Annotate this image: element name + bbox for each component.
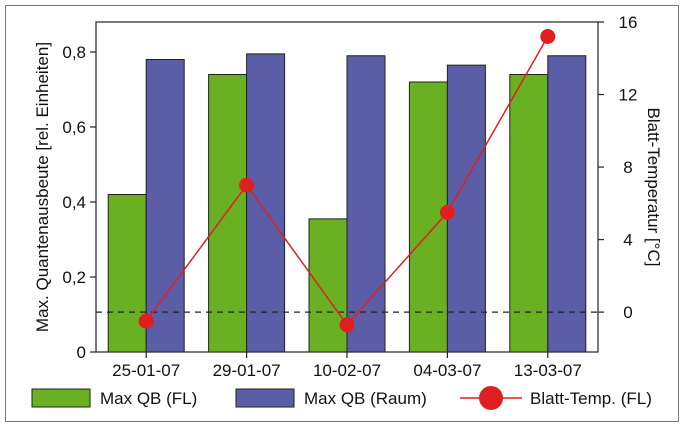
bar-max-qb-fl [308,218,348,353]
x-tick-label: 13-03-07 [514,361,582,380]
y2-tick-label: 16 [619,13,638,32]
bar-max-qb-raum [346,55,386,353]
legend-marker [479,386,503,410]
legend-label: Max QB (Raum) [304,389,427,408]
x-tick-label: 04-03-07 [413,361,481,380]
x-tick-label: 25-01-07 [112,361,180,380]
bar-max-qb-raum [547,55,587,353]
x-tick-label: 10-02-07 [313,361,381,380]
y-tick-label: 0 [77,343,86,362]
bar-max-qb-raum [145,59,185,353]
legend-label: Max QB (FL) [100,389,197,408]
y-tick-label: 0,4 [62,193,86,212]
y-axis-title: Max. Quantenausbeute [rel. Einheiten] [33,42,52,332]
bar-max-qb-fl [208,74,248,353]
y2-tick-label: 0 [623,303,632,322]
legend-swatch [31,388,91,408]
temperature-point [439,204,455,220]
plot-area: 0 0,2 0,4 0,6 0,8 0 4 8 12 16 Max. Quantenausbeute… [33,13,663,380]
temperature-point [239,177,255,193]
y2-tick-label: 12 [619,86,638,105]
y-tick-label: 0,6 [62,118,86,137]
y2-tick-label: 4 [623,231,632,250]
y-tick-label: 0,8 [62,43,86,62]
x-tick-label: 29-01-07 [213,361,281,380]
legend-swatch [235,388,295,408]
bar-max-qb-raum [246,53,286,353]
bar-max-qb-fl [107,194,147,353]
temperature-point [138,313,154,329]
legend: Max QB (FL) Max QB (Raum) Blatt-Temp. (FL) [31,386,652,410]
temperature-point [339,317,355,333]
legend-label: Blatt-Temp. (FL) [530,389,652,408]
bar-max-qb-fl [509,74,549,353]
y-tick-label: 0,2 [62,268,86,287]
y2-tick-label: 8 [623,158,632,177]
y2-axis-title: Blatt-Temperatur [°C] [644,108,663,267]
temperature-point [540,29,556,45]
